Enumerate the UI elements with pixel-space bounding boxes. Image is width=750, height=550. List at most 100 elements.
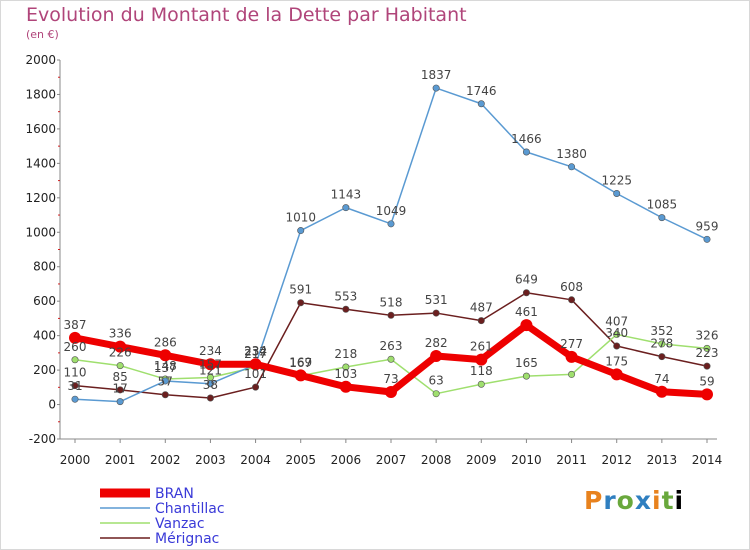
- x-tick-label: 2000: [60, 453, 91, 467]
- data-label-bran: 282: [425, 336, 448, 350]
- data-point-vanzac: [477, 380, 485, 388]
- data-label-chantillac: 137: [154, 361, 177, 375]
- data-point-merignac: [432, 309, 440, 317]
- data-label-chantillac: 17: [113, 382, 128, 396]
- x-tick-label: 2001: [105, 453, 136, 467]
- data-label-merignac: 518: [380, 295, 403, 309]
- data-point-chantillac: [161, 377, 169, 385]
- data-point-merignac: [522, 289, 530, 297]
- data-point-merignac: [477, 317, 485, 325]
- data-point-merignac: [71, 382, 79, 390]
- x-tick-label: 2007: [376, 453, 407, 467]
- data-label-chantillac: 1143: [331, 188, 362, 202]
- x-tick-label: 2009: [466, 453, 497, 467]
- data-label-vanzac: 63: [429, 374, 444, 388]
- data-label-merignac: 649: [515, 273, 538, 287]
- data-label-merignac: 553: [334, 289, 357, 303]
- y-tick-label: 200: [33, 363, 56, 377]
- data-point-merignac: [161, 391, 169, 399]
- x-tick-label: 2008: [421, 453, 452, 467]
- x-tick-label: 2003: [195, 453, 226, 467]
- data-point-bran: [159, 349, 172, 362]
- y-tick-label: 600: [33, 294, 56, 308]
- data-label-bran: 387: [64, 318, 87, 332]
- data-label-vanzac: 226: [109, 346, 132, 360]
- data-label-vanzac: 165: [515, 356, 538, 370]
- data-label-bran: 73: [383, 372, 398, 386]
- data-label-bran: 59: [699, 374, 714, 388]
- data-point-merignac: [342, 305, 350, 313]
- data-label-merignac: 101: [244, 367, 267, 381]
- data-point-bran: [475, 353, 488, 366]
- x-tick-label: 2013: [647, 453, 678, 467]
- data-label-chantillac: 1010: [285, 211, 316, 225]
- data-label-merignac: 608: [560, 280, 583, 294]
- x-tick-label: 2005: [285, 453, 316, 467]
- data-label-bran: 169: [289, 355, 312, 369]
- data-point-chantillac: [477, 100, 485, 108]
- data-label-chantillac: 959: [696, 219, 719, 233]
- logo-letter: r: [603, 486, 617, 515]
- data-label-bran: 261: [470, 340, 493, 354]
- legend-label-vanzac: Vanzac: [155, 516, 205, 532]
- legend-label-merignac: Mérignac: [155, 531, 219, 547]
- data-point-chantillac: [206, 380, 214, 388]
- data-label-chantillac: 1225: [601, 174, 632, 188]
- data-point-chantillac: [116, 398, 124, 406]
- data-point-bran: [610, 368, 623, 381]
- data-point-merignac: [252, 383, 260, 391]
- data-point-vanzac: [71, 356, 79, 364]
- data-point-merignac: [658, 353, 666, 361]
- y-tick-label: 400: [33, 329, 56, 343]
- series-bran: [69, 319, 713, 401]
- data-point-bran: [520, 319, 533, 332]
- data-label-bran: 286: [154, 335, 177, 349]
- data-point-vanzac: [116, 362, 124, 370]
- data-point-bran: [385, 385, 397, 398]
- x-tick-label: 2006: [331, 453, 362, 467]
- data-label-merignac: 531: [425, 293, 448, 307]
- data-point-bran: [294, 369, 307, 382]
- logo-letter: P: [584, 486, 604, 515]
- data-point-merignac: [703, 362, 711, 370]
- data-label-vanzac: 217: [244, 347, 267, 361]
- data-point-chantillac: [432, 84, 440, 92]
- data-label-bran: 336: [109, 327, 132, 341]
- data-point-bran: [655, 385, 668, 398]
- data-point-vanzac: [522, 372, 530, 380]
- data-point-chantillac: [387, 220, 395, 228]
- logo-letter: t: [661, 486, 675, 515]
- data-label-chantillac: 31: [67, 379, 82, 393]
- data-label-vanzac: 148: [154, 359, 177, 373]
- data-label-merignac: 278: [650, 337, 673, 351]
- data-label-merignac: 38: [203, 378, 218, 392]
- logo-letter: i: [652, 486, 662, 515]
- data-label-bran: 103: [334, 367, 357, 381]
- x-tick-label: 2010: [511, 453, 542, 467]
- y-tick-label: 1800: [25, 87, 56, 101]
- data-point-merignac: [387, 311, 395, 319]
- data-point-chantillac: [613, 190, 621, 198]
- data-label-merignac: 591: [289, 283, 312, 297]
- y-tick-label: 800: [33, 260, 56, 274]
- data-point-chantillac: [71, 395, 79, 403]
- axes: -200 0 200 400 600 800 1000 1200 1400 1600 1800 200…: [25, 53, 722, 467]
- data-point-chantillac: [568, 163, 576, 171]
- data-point-bran: [69, 331, 81, 344]
- data-label-chantillac: 1746: [466, 84, 497, 98]
- data-point-chantillac: [703, 235, 711, 243]
- data-label-vanzac: 218: [334, 347, 357, 361]
- data-label-chantillac: 1049: [376, 204, 407, 218]
- data-point-bran: [701, 388, 713, 401]
- data-point-vanzac: [342, 363, 350, 371]
- data-label-bran: 234: [199, 344, 222, 358]
- data-point-vanzac: [432, 390, 440, 398]
- x-tick-label: 2002: [150, 453, 181, 467]
- data-point-vanzac: [613, 330, 621, 338]
- data-label-vanzac: 263: [380, 339, 403, 353]
- data-point-chantillac: [342, 204, 350, 212]
- data-point-bran: [114, 340, 127, 353]
- data-label-merignac: 85: [113, 370, 128, 384]
- data-label-merignac: 223: [696, 346, 719, 360]
